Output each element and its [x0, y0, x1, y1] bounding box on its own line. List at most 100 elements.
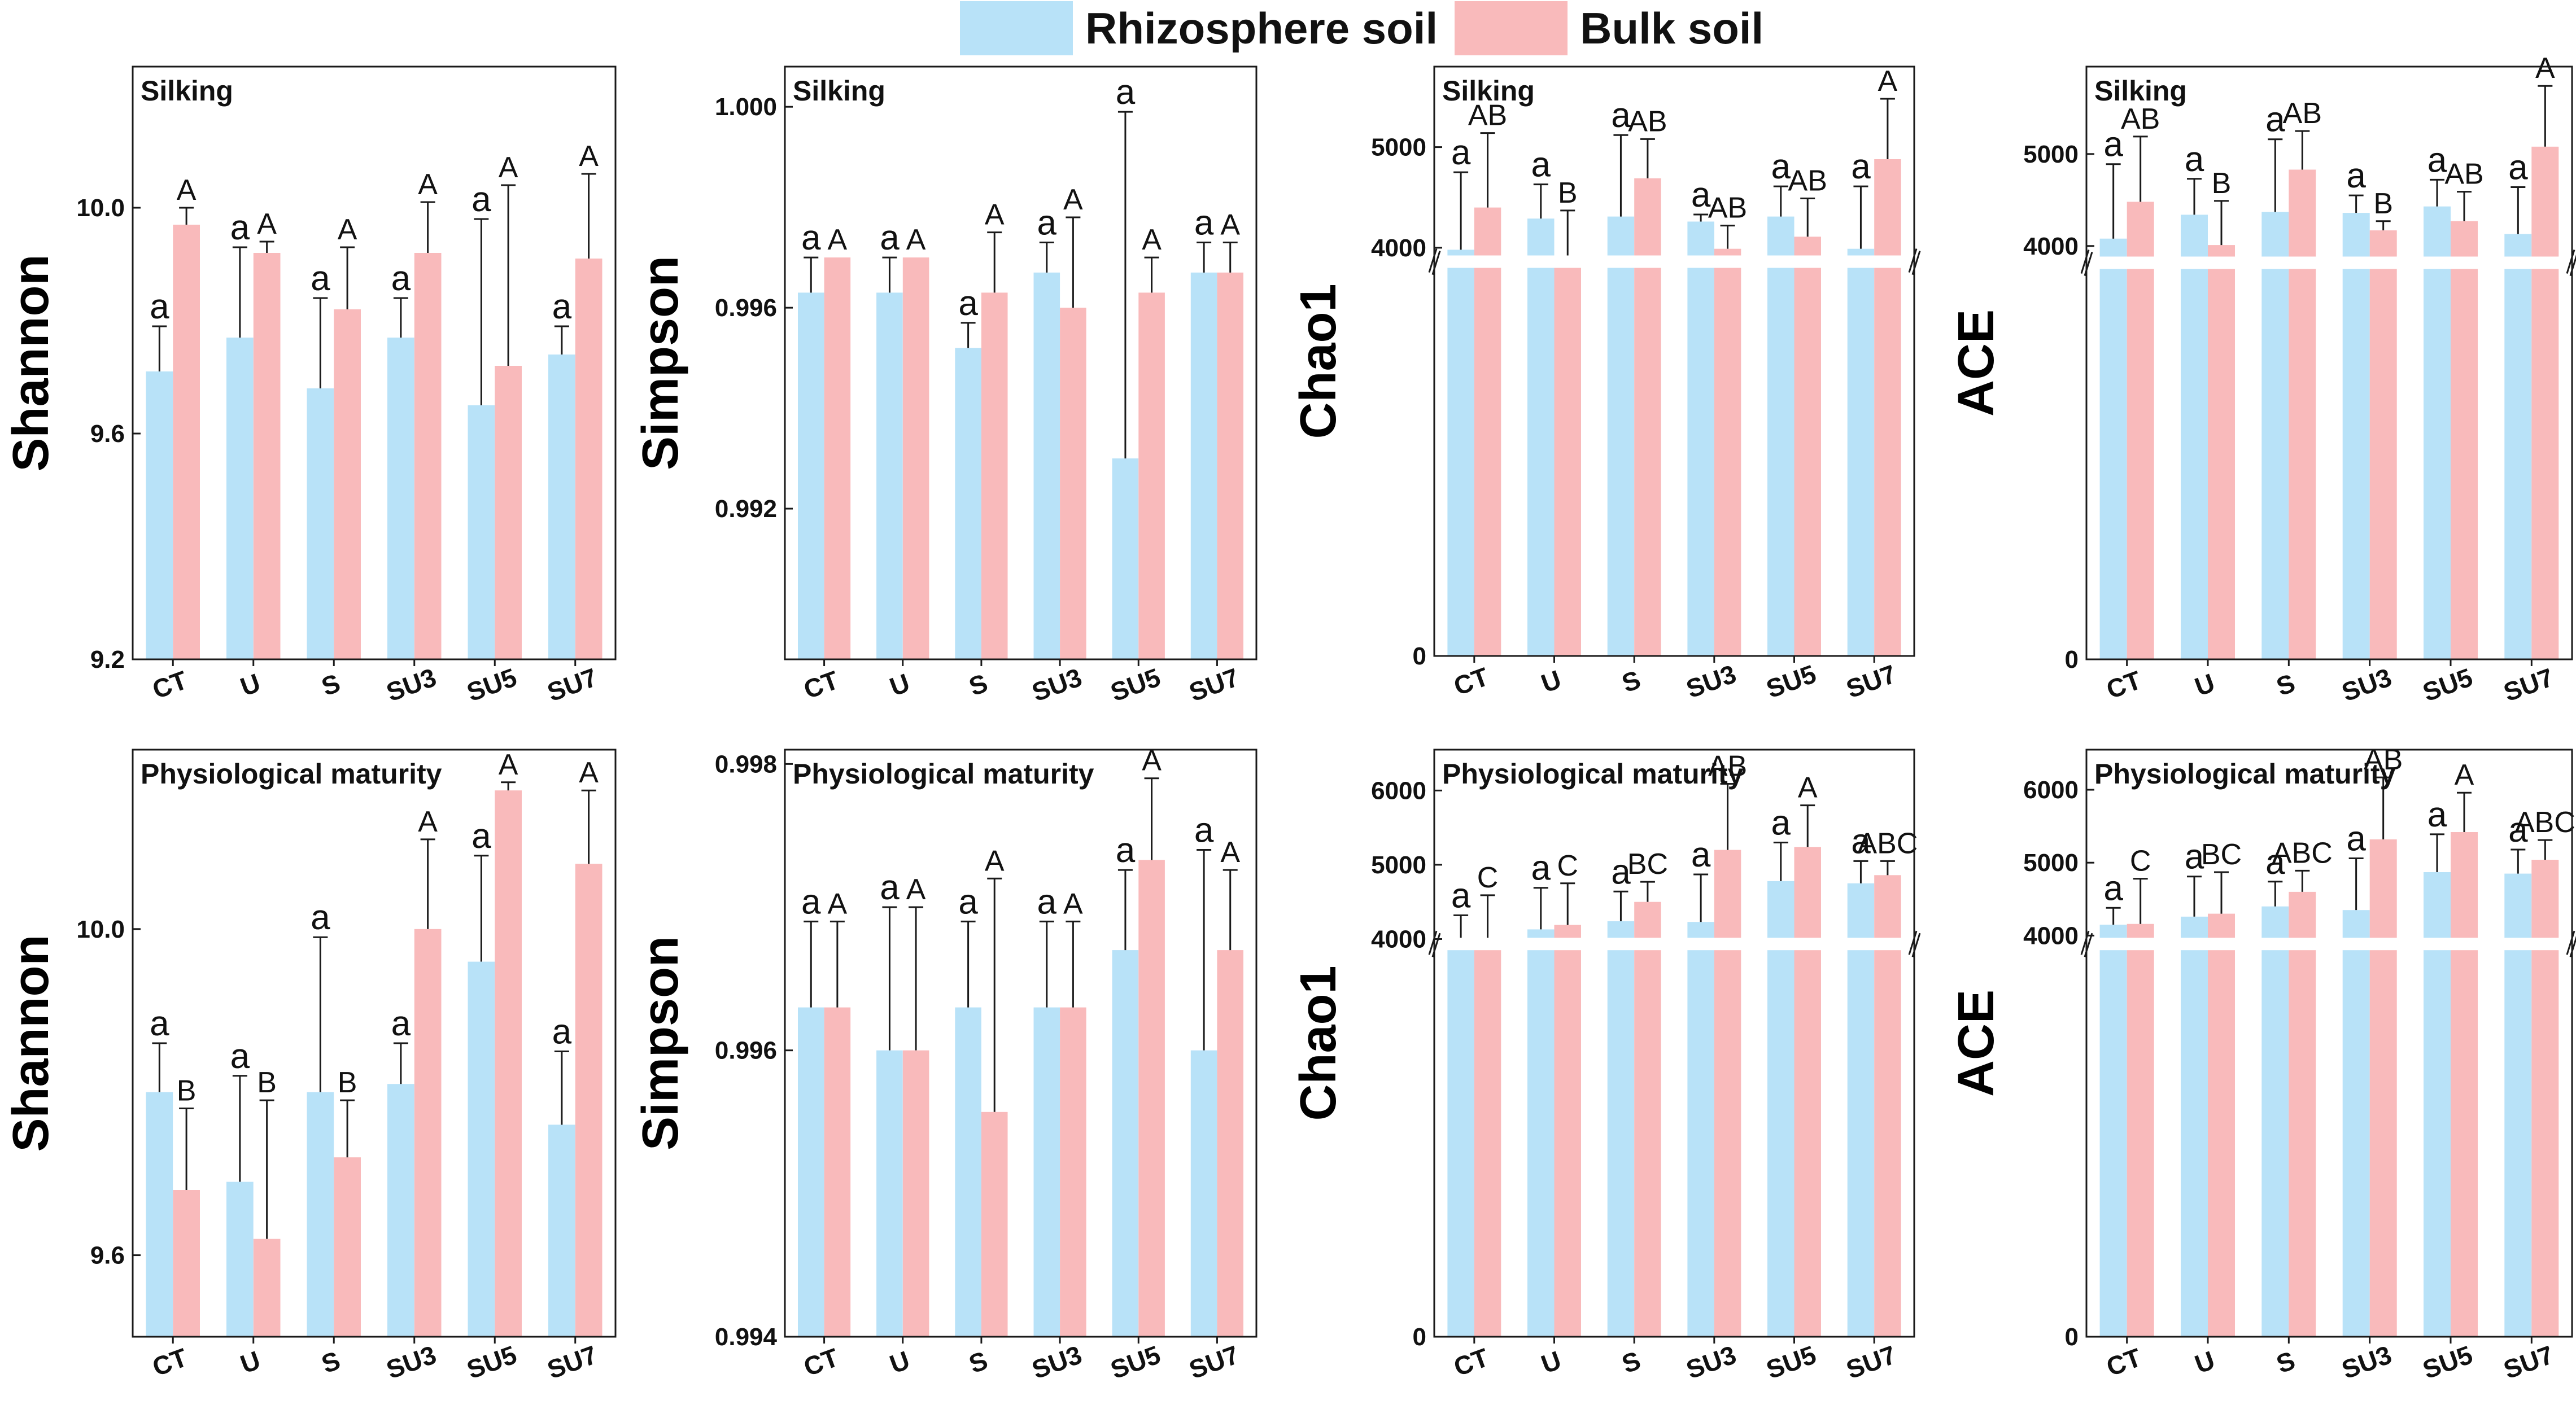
bar-bulk-CT: [173, 225, 200, 659]
bar-bulk-SU7: [575, 864, 602, 1337]
bar-rhizosphere-SU7: [1847, 248, 1875, 656]
bar-rhizosphere-SU7: [2504, 873, 2532, 1337]
significance-letter-rhizosphere-S: a: [2265, 843, 2285, 882]
plot-frame-upper: [1433, 749, 1915, 951]
y-tick-label-2: 5000: [2023, 849, 2079, 877]
axis-break-mark-right-1: [2566, 250, 2575, 274]
axis-break-band: [1423, 255, 1926, 268]
significance-letter-rhizosphere-SU5: a: [471, 180, 491, 219]
bar-rhizosphere-SU5: [1112, 458, 1139, 659]
bar-rhizosphere-SU3: [1687, 221, 1714, 656]
significance-letter-rhizosphere-SU7: a: [1851, 147, 1871, 186]
significance-letter-bulk-SU7: A: [579, 756, 599, 789]
significance-letter-rhizosphere-S: a: [1611, 852, 1631, 891]
bar-rhizosphere-SU3: [1687, 922, 1714, 1337]
significance-letter-bulk-S: A: [985, 199, 1005, 231]
bar-rhizosphere-SU5: [468, 961, 495, 1337]
x-tick-label-SU5: SU5: [463, 662, 521, 707]
x-tick-label-SU7: SU7: [543, 662, 601, 707]
significance-letter-rhizosphere-U: a: [1531, 849, 1551, 888]
axis-break-band: [1423, 938, 1926, 951]
significance-letter-bulk-SU7: ABC: [1857, 827, 1918, 860]
bar-rhizosphere-SU3: [387, 338, 414, 659]
x-tick-label-SU7: SU7: [1185, 662, 1243, 707]
bar-rhizosphere-CT: [798, 1007, 824, 1337]
bar-rhizosphere-SU5: [1767, 881, 1795, 1337]
bar-bulk-SU3: [1714, 850, 1741, 1337]
significance-letter-rhizosphere-SU7: a: [1194, 203, 1214, 242]
bar-bulk-CT: [1474, 939, 1501, 1337]
significance-letter-bulk-SU7: A: [1220, 836, 1240, 869]
y-tick-label-0: 0.994: [715, 1323, 778, 1351]
bar-rhizosphere-S: [955, 1007, 981, 1337]
significance-letter-bulk-SU5: AB: [1788, 165, 1827, 198]
x-tick-label-SU5: SU5: [1107, 662, 1164, 707]
bar-bulk-CT: [1474, 207, 1501, 657]
legend-label-rhizosphere: Rhizosphere soil: [1085, 3, 1438, 53]
panel-title: Physiological maturity: [793, 758, 1094, 790]
x-tick-label-SU3: SU3: [1682, 1340, 1740, 1384]
x-tick-label-U: U: [2191, 1345, 2219, 1379]
bar-rhizosphere-U: [1527, 218, 1555, 656]
x-tick-label-SU3: SU3: [2338, 662, 2395, 707]
y-tick-label-0: 0: [1413, 1323, 1426, 1351]
y-tick-label-2: 0.998: [715, 750, 777, 778]
panel-title: Silking: [2094, 75, 2187, 107]
plot-frame-upper: [2085, 65, 2573, 269]
x-tick-label-S: S: [1618, 664, 1644, 698]
axis-break-mark-right-1: [1908, 930, 1918, 955]
bar-bulk-U: [902, 1050, 929, 1337]
significance-letter-rhizosphere-CT: a: [1451, 133, 1471, 172]
panel-title: Silking: [1442, 75, 1535, 107]
x-tick-label-U: U: [237, 668, 264, 702]
x-tick-label-CT: CT: [1450, 662, 1492, 701]
bar-rhizosphere-S: [1607, 921, 1635, 1337]
y-tick-label-1: 0.996: [715, 294, 777, 322]
significance-letter-bulk-CT: AB: [1468, 99, 1507, 132]
significance-letter-bulk-CT: C: [2130, 845, 2151, 878]
significance-letter-rhizosphere-CT: a: [1451, 876, 1471, 915]
axis-break-band: [2075, 938, 2576, 951]
significance-letter-bulk-S: ABC: [2272, 837, 2333, 869]
bar-rhizosphere-SU5: [2424, 206, 2451, 659]
bar-bulk-SU3: [2369, 839, 2397, 1337]
plot-frame: [132, 749, 617, 1338]
bar-rhizosphere-S: [955, 348, 981, 659]
y-axis-label: Simpson: [632, 936, 689, 1150]
significance-letter-rhizosphere-SU3: a: [1691, 835, 1711, 874]
significance-letter-bulk-CT: A: [828, 887, 848, 920]
bar-rhizosphere-SU3: [1033, 1007, 1060, 1337]
y-axis-label: ACE: [1948, 309, 2005, 417]
y-tick-label-1: 4000: [1371, 925, 1426, 953]
bar-bulk-SU5: [2451, 832, 2478, 1337]
bar-rhizosphere-U: [2181, 916, 2208, 1337]
bar-rhizosphere-S: [307, 1092, 334, 1337]
x-tick-label-SU7: SU7: [1185, 1340, 1243, 1384]
bar-rhizosphere-SU5: [1767, 216, 1795, 657]
significance-letter-bulk-SU3: A: [418, 806, 438, 838]
y-axis-label: Chao1: [1290, 283, 1347, 439]
x-tick-label-CT: CT: [149, 665, 191, 705]
y-tick-label-2: 1.000: [715, 93, 777, 121]
significance-letter-bulk-S: B: [338, 1066, 357, 1099]
significance-letter-bulk-CT: AB: [2121, 103, 2160, 135]
bar-bulk-CT: [824, 257, 851, 660]
x-tick-label-SU7: SU7: [2500, 1340, 2557, 1384]
significance-letter-bulk-SU5: A: [2455, 759, 2474, 791]
bar-bulk-SU5: [1138, 292, 1165, 659]
bar-bulk-SU5: [1794, 847, 1821, 1337]
significance-letter-rhizosphere-U: a: [2185, 140, 2204, 179]
bar-bulk-CT: [173, 1190, 200, 1337]
significance-letter-bulk-SU5: A: [1798, 772, 1818, 804]
x-tick-label-SU5: SU5: [1107, 1340, 1164, 1384]
bar-bulk-CT: [2127, 924, 2154, 1337]
bar-bulk-S: [1634, 178, 1661, 656]
x-tick-label-CT: CT: [1450, 1342, 1492, 1382]
x-tick-label-S: S: [317, 668, 344, 701]
significance-letter-bulk-CT: A: [828, 224, 848, 256]
